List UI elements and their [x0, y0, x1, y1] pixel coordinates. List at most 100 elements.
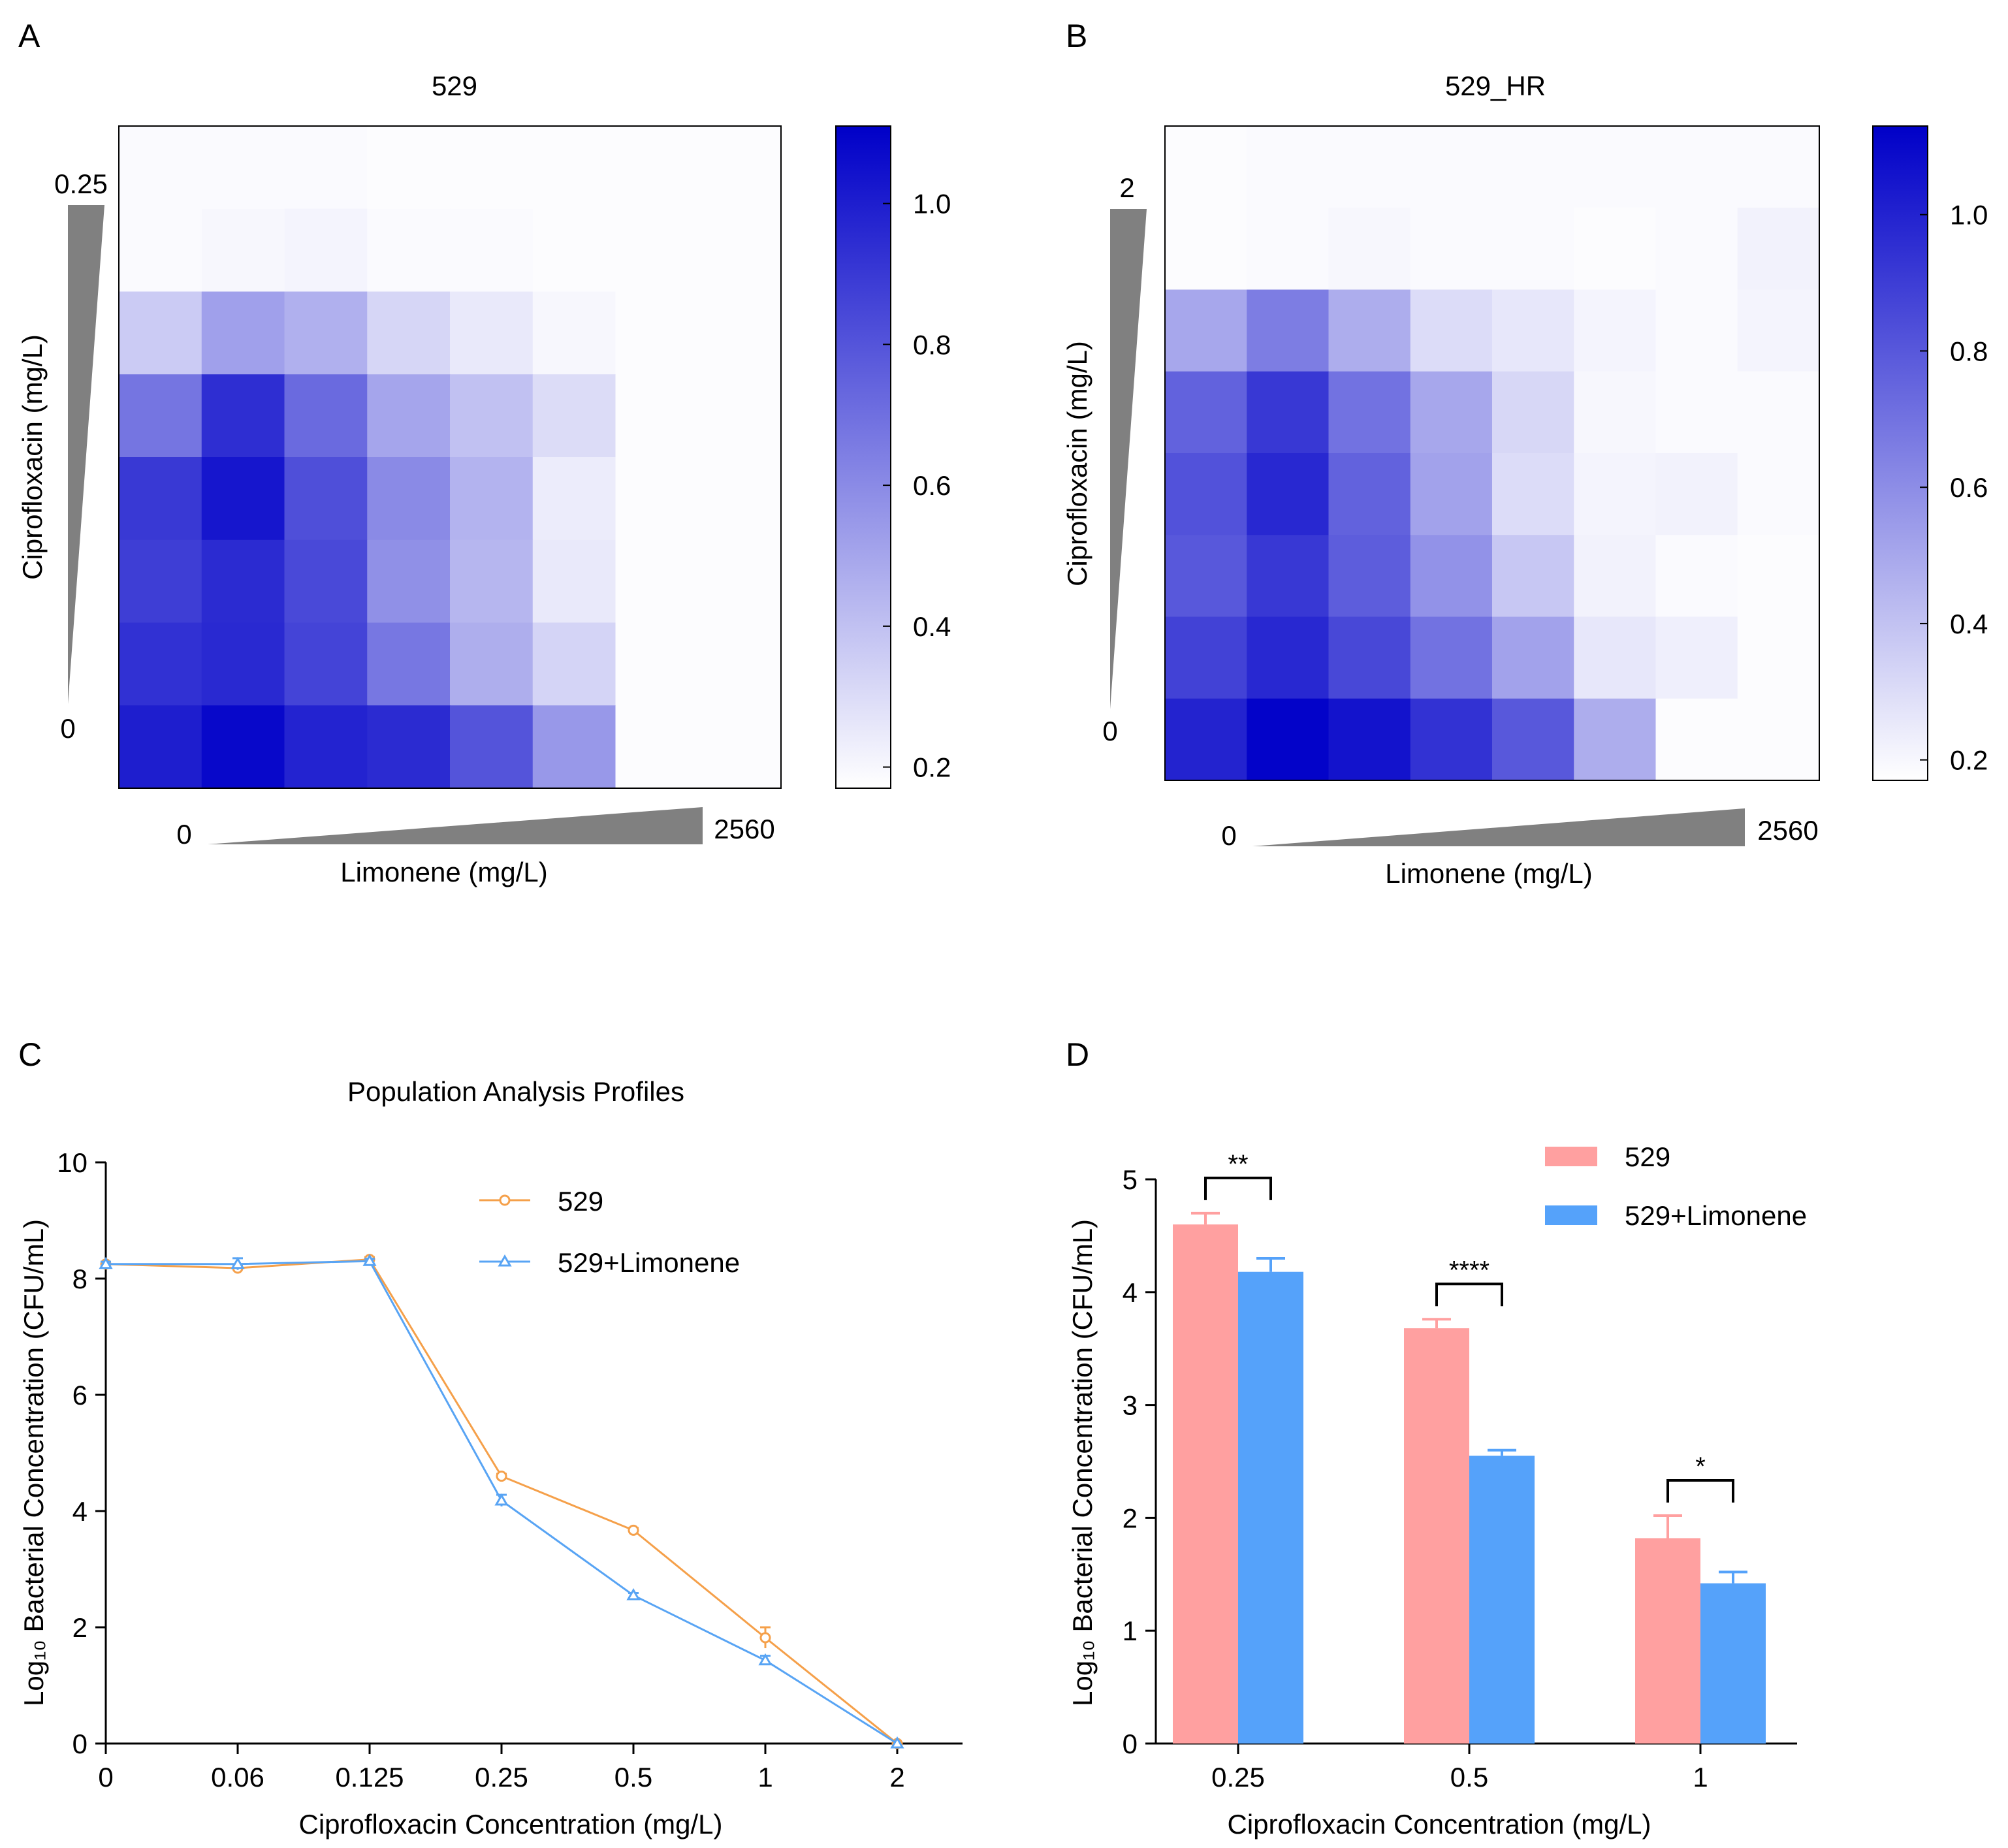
heatmap-b-cell-r4-c1 [1247, 453, 1330, 535]
line-point-limonene [890, 1736, 904, 1749]
heatmap-a-cell-r0-c4 [450, 126, 534, 210]
heatmap-b-xlabel: Limonene (mg/L) [1385, 858, 1592, 889]
heatmap-b-cell-r1-c1 [1247, 208, 1330, 291]
heatmap-a-cell-r1-c2 [284, 208, 368, 293]
heatmap-b-cell-r5-c2 [1328, 535, 1411, 618]
bar-chart-y-tick-label: 5 [1123, 1164, 1138, 1195]
line-point-limonene [99, 1256, 113, 1269]
heatmap-b-cell-r6-c4 [1492, 616, 1574, 699]
bar-chart-y-tick-label: 4 [1123, 1277, 1138, 1308]
heatmap-a-x-gradient-wedge [208, 807, 703, 844]
heatmap-b-cells [1165, 126, 1820, 781]
heatmap-a-cell-r4-c3 [367, 457, 451, 541]
heatmap-a-cell-r1-c7 [698, 208, 782, 293]
significance-bracket [1204, 1176, 1272, 1200]
heatmap-b-cell-r4-c2 [1328, 453, 1411, 535]
bar-chart-significance: ******* [1204, 1150, 1734, 1503]
heatmap-a-cell-r6-c7 [698, 622, 782, 706]
heatmap-b-y-start-label: 0 [1102, 716, 1117, 746]
heatmap-b-cell-r5-c1 [1247, 535, 1330, 618]
heatmap-b-cell-r4-c4 [1492, 453, 1574, 535]
heatmap-b-cell-r2-c1 [1247, 289, 1330, 372]
line-point-limonene [362, 1254, 377, 1266]
heatmap-a-cell-r7-c0 [119, 705, 202, 789]
legend-529-label: 529 [558, 1186, 603, 1217]
line-chart-y-ticks: 0 2 4 6 8 10 [57, 1147, 106, 1759]
heatmap-b-cell-r2-c5 [1574, 289, 1657, 372]
heatmap-b-cell-r6-c6 [1655, 616, 1738, 699]
heatmap-a-cell-r4-c0 [119, 457, 202, 541]
heatmap-a-cell-r5-c1 [201, 539, 285, 624]
heatmap-a-cell-r1-c6 [615, 208, 699, 293]
heatmap-b-cell-r7-c7 [1737, 698, 1820, 781]
heatmap-b-cell-r7-c5 [1574, 698, 1657, 781]
heatmap-a-cells [119, 126, 782, 789]
heatmap-b-cell-r7-c4 [1492, 698, 1574, 781]
heatmap-b-cell-r3-c6 [1655, 371, 1738, 454]
bar-chart-y-tick-label: 2 [1123, 1503, 1138, 1533]
heatmap-a-x-start-label: 0 [176, 819, 191, 850]
heatmap-b-cell-r5-c0 [1165, 535, 1247, 618]
line-chart-y-tick-label: 10 [57, 1147, 88, 1178]
line-chart-y-tick-label: 8 [72, 1264, 88, 1294]
heatmap-b-frame [1164, 125, 1820, 781]
colorbar-a: 0.2 0.4 0.6 0.8 1.0 [835, 125, 951, 789]
bar-limonene-0.25 [1238, 1271, 1303, 1744]
heatmap-a-cell-r3-c5 [532, 374, 616, 458]
panel-b: 529_HR 2 0 Ciprofloxacin (mg/L) 0 2560 L… [1062, 71, 1988, 889]
heatmap-b-cell-r4-c6 [1655, 453, 1738, 535]
heatmap-b-x-start-label: 0 [1221, 820, 1236, 851]
line-chart-x-tick-label: 0.06 [211, 1762, 264, 1792]
line-chart-y-tick-label: 0 [72, 1729, 88, 1759]
significance-marker: **** [1449, 1256, 1490, 1284]
panel-label-b: B [1066, 18, 1087, 54]
heatmap-a-cell-r1-c4 [450, 208, 534, 293]
heatmap-a-cell-r7-c2 [284, 705, 368, 789]
bar-chart-y-tick-label: 3 [1123, 1390, 1138, 1421]
heatmap-a-cell-r0-c7 [698, 126, 782, 210]
heatmap-a-cell-r4-c5 [532, 457, 616, 541]
line-chart-y-tick-label: 2 [72, 1612, 88, 1643]
heatmap-a-cell-r6-c6 [615, 622, 699, 706]
heatmap-a-cell-r6-c2 [284, 622, 368, 706]
heatmap-b-cell-r7-c3 [1410, 698, 1493, 781]
panel-label-a: A [18, 18, 40, 54]
heatmap-b-cell-r0-c1 [1247, 126, 1330, 208]
heatmap-b-cell-r7-c6 [1655, 698, 1738, 781]
heatmap-b-cell-r0-c2 [1328, 126, 1411, 208]
heatmap-a-title: 529 [432, 71, 477, 101]
line-point-limonene [758, 1653, 773, 1666]
heatmap-a-cell-r5-c0 [119, 539, 202, 624]
line-chart-y-tick-label: 4 [72, 1496, 88, 1527]
heatmap-b-cell-r0-c3 [1410, 126, 1493, 208]
heatmap-b-cell-r4-c3 [1410, 453, 1493, 535]
heatmap-a-cell-r4-c4 [450, 457, 534, 541]
line-chart-x-tick-label: 0 [98, 1762, 113, 1792]
heatmap-a-cell-r4-c1 [201, 457, 285, 541]
heatmap-b-cell-r7-c1 [1247, 698, 1330, 781]
heatmap-b-cell-r6-c1 [1247, 616, 1330, 699]
heatmap-b-cell-r5-c6 [1655, 535, 1738, 618]
colorbar-a-tick-label: 1.0 [913, 189, 951, 219]
heatmap-a-cell-r5-c3 [367, 539, 451, 624]
panel-a: 529 0.25 0 Ciprofloxacin (mg/L) 0 2560 L… [17, 71, 951, 887]
heatmap-b-cell-r2-c4 [1492, 289, 1574, 372]
legend-limonene-marker [498, 1254, 512, 1267]
heatmap-a-cell-r2-c0 [119, 291, 202, 375]
heatmap-a-cell-r7-c1 [201, 705, 285, 789]
heatmap-a-y-start-label: 0 [60, 713, 75, 744]
colorbar-b-tick-label: 0.8 [1950, 336, 1988, 366]
legend-bar-limonene-swatch [1545, 1205, 1597, 1225]
heatmap-b-cell-r1-c0 [1165, 208, 1247, 291]
heatmap-b-cell-r7-c0 [1165, 698, 1247, 781]
heatmap-a-cell-r6-c4 [450, 622, 534, 706]
heatmap-a-cell-r0-c2 [284, 126, 368, 210]
line-chart-x-ticks: 0 0.06 0.125 0.25 0.5 1 2 [98, 1744, 905, 1792]
significance-marker: * [1695, 1452, 1706, 1481]
heatmap-b-cell-r5-c7 [1737, 535, 1820, 618]
colorbar-b-tick-label: 0.4 [1950, 609, 1988, 639]
heatmap-b-cell-r6-c7 [1737, 616, 1820, 699]
heatmap-a-cell-r7-c7 [698, 705, 782, 789]
heatmap-b-y-end-label: 2 [1119, 172, 1134, 203]
legend-bar-529-swatch [1545, 1147, 1597, 1166]
